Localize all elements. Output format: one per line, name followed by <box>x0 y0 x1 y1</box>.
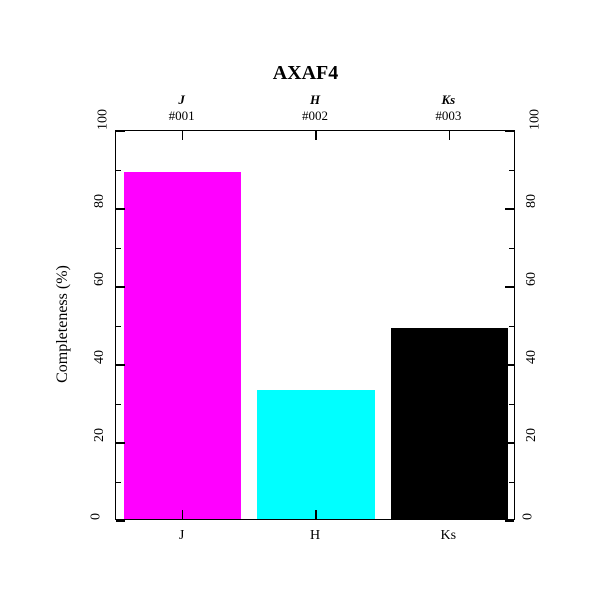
chart-title: AXAF4 <box>273 62 339 85</box>
top-sublabel: #001 <box>169 108 195 124</box>
ytick-label-left: 20 <box>92 428 108 442</box>
chart-container: AXAF4 Completeness (%) 0 0 20 20 40 40 60 60 80 8… <box>0 0 611 611</box>
ytick-label-left: 0 <box>89 513 105 520</box>
bar-H <box>257 390 374 519</box>
ytick-minor-right <box>509 170 514 171</box>
ytick-label-right: 20 <box>524 428 540 442</box>
ytick-left <box>116 208 125 210</box>
xtick-top <box>449 131 451 140</box>
xtick-bottom <box>315 510 317 519</box>
ytick-left <box>116 286 125 288</box>
top-label: Ks <box>441 92 455 108</box>
ytick-minor-left <box>116 326 121 327</box>
xtick-label: Ks <box>441 528 457 544</box>
ytick-right <box>505 364 514 366</box>
ytick-minor-right <box>509 248 514 249</box>
ytick-label-right: 40 <box>524 350 540 364</box>
ytick-label-left: 100 <box>96 109 112 130</box>
ytick-right <box>505 520 514 522</box>
ytick-right <box>505 442 514 444</box>
top-label: J <box>178 92 185 108</box>
ytick-label-right: 0 <box>521 513 537 520</box>
ytick-left <box>116 520 125 522</box>
ytick-label-left: 80 <box>92 194 108 208</box>
ytick-minor-left <box>116 248 121 249</box>
ytick-label-right: 100 <box>528 109 544 130</box>
bar-Ks <box>391 328 508 519</box>
xtick-bottom <box>449 510 451 519</box>
ytick-right <box>505 286 514 288</box>
ytick-minor-left <box>116 170 121 171</box>
ytick-label-left: 60 <box>92 272 108 286</box>
top-sublabel: #002 <box>302 108 328 124</box>
ytick-right <box>505 130 514 132</box>
ytick-minor-right <box>509 482 514 483</box>
xtick-bottom <box>182 510 184 519</box>
y-axis-label: Completeness (%) <box>54 265 72 383</box>
top-sublabel: #003 <box>435 108 461 124</box>
ytick-left <box>116 130 125 132</box>
plot-area <box>115 130 515 520</box>
xtick-label: J <box>179 528 184 544</box>
ytick-minor-left <box>116 482 121 483</box>
xtick-top <box>182 131 184 140</box>
ytick-label-right: 60 <box>524 272 540 286</box>
top-label: H <box>310 92 320 108</box>
xtick-label: H <box>310 528 320 544</box>
ytick-right <box>505 208 514 210</box>
ytick-left <box>116 442 125 444</box>
ytick-minor-left <box>116 404 121 405</box>
ytick-left <box>116 364 125 366</box>
bar-J <box>124 172 241 519</box>
ytick-label-left: 40 <box>92 350 108 364</box>
ytick-label-right: 80 <box>524 194 540 208</box>
xtick-top <box>315 131 317 140</box>
ytick-minor-right <box>509 404 514 405</box>
ytick-minor-right <box>509 326 514 327</box>
